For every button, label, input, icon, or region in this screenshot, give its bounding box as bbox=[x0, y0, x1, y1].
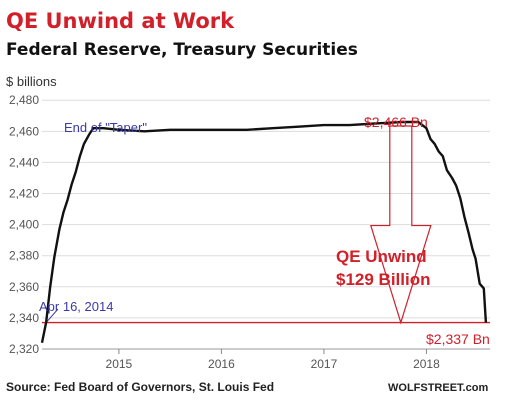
x-tick-labels: 2015 2016 2017 2018 bbox=[106, 349, 440, 371]
annotation-qe-unwind: QE Unwind bbox=[336, 247, 427, 266]
unwind-arrow bbox=[369, 125, 432, 325]
series-line bbox=[40, 120, 488, 344]
y-tick-label: 2,440 bbox=[9, 155, 39, 169]
x-tick-label: 2016 bbox=[208, 357, 235, 371]
x-tick-label: 2017 bbox=[311, 357, 338, 371]
y-tick-label: 2,460 bbox=[9, 124, 39, 138]
y-tick-label: 2,340 bbox=[9, 311, 39, 325]
chart-title: QE Unwind at Work bbox=[6, 9, 235, 33]
y-axis-label: $ billions bbox=[6, 74, 57, 89]
y-tick-labels: 2,320 2,340 2,360 2,380 2,400 2,420 2,440 2,460… bbox=[9, 93, 39, 356]
annotation-start-date: Apr 16, 2014 bbox=[39, 299, 113, 314]
annotation-end-value: $2,337 Bn bbox=[426, 331, 490, 347]
x-tick-label: 2015 bbox=[106, 357, 133, 371]
y-tick-label: 2,420 bbox=[9, 187, 39, 201]
annotation-end-of-taper: End of "Taper" bbox=[64, 120, 147, 135]
annotation-shapes bbox=[42, 125, 490, 325]
annotation-peak-value: $2,466 Bn bbox=[364, 114, 428, 130]
annotation-unwind-amount: $129 Billion bbox=[336, 270, 430, 289]
credit-note: WOLFSTREET.com bbox=[388, 382, 488, 394]
x-tick-label: 2018 bbox=[413, 357, 440, 371]
series-layer bbox=[40, 120, 488, 344]
source-note: Source: Fed Board of Governors, St. Loui… bbox=[6, 380, 274, 394]
y-tick-label: 2,400 bbox=[9, 218, 39, 232]
y-tick-label: 2,320 bbox=[9, 342, 39, 356]
y-tick-label: 2,480 bbox=[9, 93, 39, 107]
y-tick-label: 2,360 bbox=[9, 280, 39, 294]
start-date-pointer bbox=[45, 308, 59, 323]
grid-lines bbox=[42, 99, 490, 350]
y-tick-label: 2,380 bbox=[9, 249, 39, 263]
chart-subtitle: Federal Reserve, Treasury Securities bbox=[6, 40, 358, 60]
